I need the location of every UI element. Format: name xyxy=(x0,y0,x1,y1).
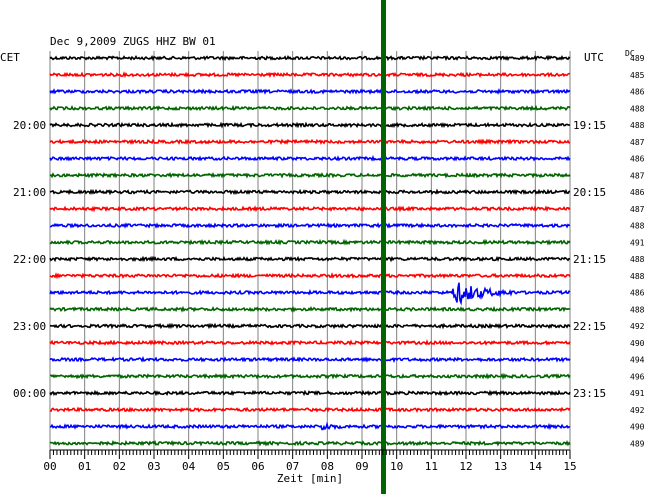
dc-offset-label: 494 xyxy=(630,356,645,365)
dc-offset-label: 492 xyxy=(630,406,645,415)
dc-offset-label: 486 xyxy=(630,155,645,164)
trace-20 xyxy=(49,389,571,397)
dc-offset-label: 487 xyxy=(630,205,645,214)
dc-offset-label: 487 xyxy=(630,138,645,147)
dc-label: DC xyxy=(625,49,635,58)
trace-7 xyxy=(49,171,571,179)
x-tick-label: 06 xyxy=(251,460,264,473)
trace-11 xyxy=(49,238,571,246)
trace-0 xyxy=(49,54,571,62)
dc-offset-label: 487 xyxy=(630,171,645,180)
dc-offset-label: 488 xyxy=(630,121,645,130)
dc-offset-label: 490 xyxy=(630,339,645,348)
left-hour-label: 23:00 xyxy=(13,320,46,333)
x-tick-label: 01 xyxy=(78,460,91,473)
trace-9 xyxy=(49,205,571,213)
traces xyxy=(49,54,571,447)
x-axis-title: Zeit [min] xyxy=(277,472,343,485)
x-tick-label: 02 xyxy=(113,460,126,473)
dc-offset-label: 496 xyxy=(630,372,645,381)
grid xyxy=(49,51,571,450)
trace-1 xyxy=(49,71,571,79)
trace-2 xyxy=(49,88,571,95)
right-timezone-label: UTC xyxy=(584,51,604,64)
dc-offset-label: 486 xyxy=(630,188,645,197)
x-tick-label: 07 xyxy=(286,460,299,473)
dc-offset-label: 492 xyxy=(630,322,645,331)
trace-19 xyxy=(49,372,571,380)
x-tick-label: 15 xyxy=(563,460,576,473)
right-hour-label: 19:15 xyxy=(573,119,606,132)
dc-offset-label: 488 xyxy=(630,222,645,231)
trace-12 xyxy=(49,255,571,263)
dc-offset-label: 488 xyxy=(630,272,645,281)
x-tick-label: 11 xyxy=(425,460,438,473)
right-hour-label: 21:15 xyxy=(573,253,606,266)
trace-13 xyxy=(49,272,571,280)
x-tick-label: 03 xyxy=(147,460,160,473)
dc-offset-label: 489 xyxy=(630,439,645,448)
trace-17 xyxy=(49,339,571,347)
trace-15 xyxy=(49,305,571,313)
dc-offset-label: 490 xyxy=(630,423,645,432)
left-hour-label: 21:00 xyxy=(13,186,46,199)
trace-21 xyxy=(49,406,571,414)
trace-4 xyxy=(49,121,571,129)
x-axis: 00 01 02 03 04 05 06 07 08 09 10 11 12 13 14 15 xyxy=(43,449,577,473)
right-hour-label: 22:15 xyxy=(573,320,606,333)
x-tick-label: 00 xyxy=(43,460,56,473)
trace-6 xyxy=(49,155,571,162)
dc-offset-label: 485 xyxy=(630,71,645,80)
left-timezone-label: CET xyxy=(0,51,20,64)
x-tick-label: 10 xyxy=(390,460,403,473)
trace-23 xyxy=(49,439,571,447)
dc-offset-label: 486 xyxy=(630,88,645,97)
dc-offset-label: 488 xyxy=(630,104,645,113)
chart-title: Dec 9,2009 ZUGS HHZ BW 01 xyxy=(50,35,216,48)
x-tick-label: 05 xyxy=(217,460,230,473)
dc-offset-label: 491 xyxy=(630,389,645,398)
x-tick-label: 14 xyxy=(529,460,543,473)
trace-10 xyxy=(49,222,571,229)
x-tick-label: 08 xyxy=(321,460,334,473)
trace-3 xyxy=(49,104,571,112)
right-hour-label: 23:15 xyxy=(573,387,606,400)
left-hour-label: 00:00 xyxy=(13,387,46,400)
trace-5 xyxy=(49,138,571,146)
dc-offset-label: 489 xyxy=(630,54,645,63)
trace-8 xyxy=(49,188,571,196)
x-tick-label: 13 xyxy=(494,460,507,473)
x-tick-label: 12 xyxy=(459,460,472,473)
dc-offset-label: 486 xyxy=(630,289,645,298)
left-hour-label: 20:00 xyxy=(13,119,46,132)
trace-18 xyxy=(49,355,571,363)
trace-14 xyxy=(49,282,571,306)
trace-16 xyxy=(49,322,571,330)
x-tick-label: 04 xyxy=(182,460,196,473)
dc-offset-label: 491 xyxy=(630,238,645,247)
trace-22 xyxy=(49,421,571,431)
x-tick-label: 09 xyxy=(355,460,368,473)
right-hour-label: 20:15 xyxy=(573,186,606,199)
dc-offset-label: 488 xyxy=(630,305,645,314)
dc-offset-label: 488 xyxy=(630,255,645,264)
left-hour-label: 22:00 xyxy=(13,253,46,266)
labels: 489 485 486 488 488 487 486 487 486 487 488 491 488 4… xyxy=(13,54,645,448)
